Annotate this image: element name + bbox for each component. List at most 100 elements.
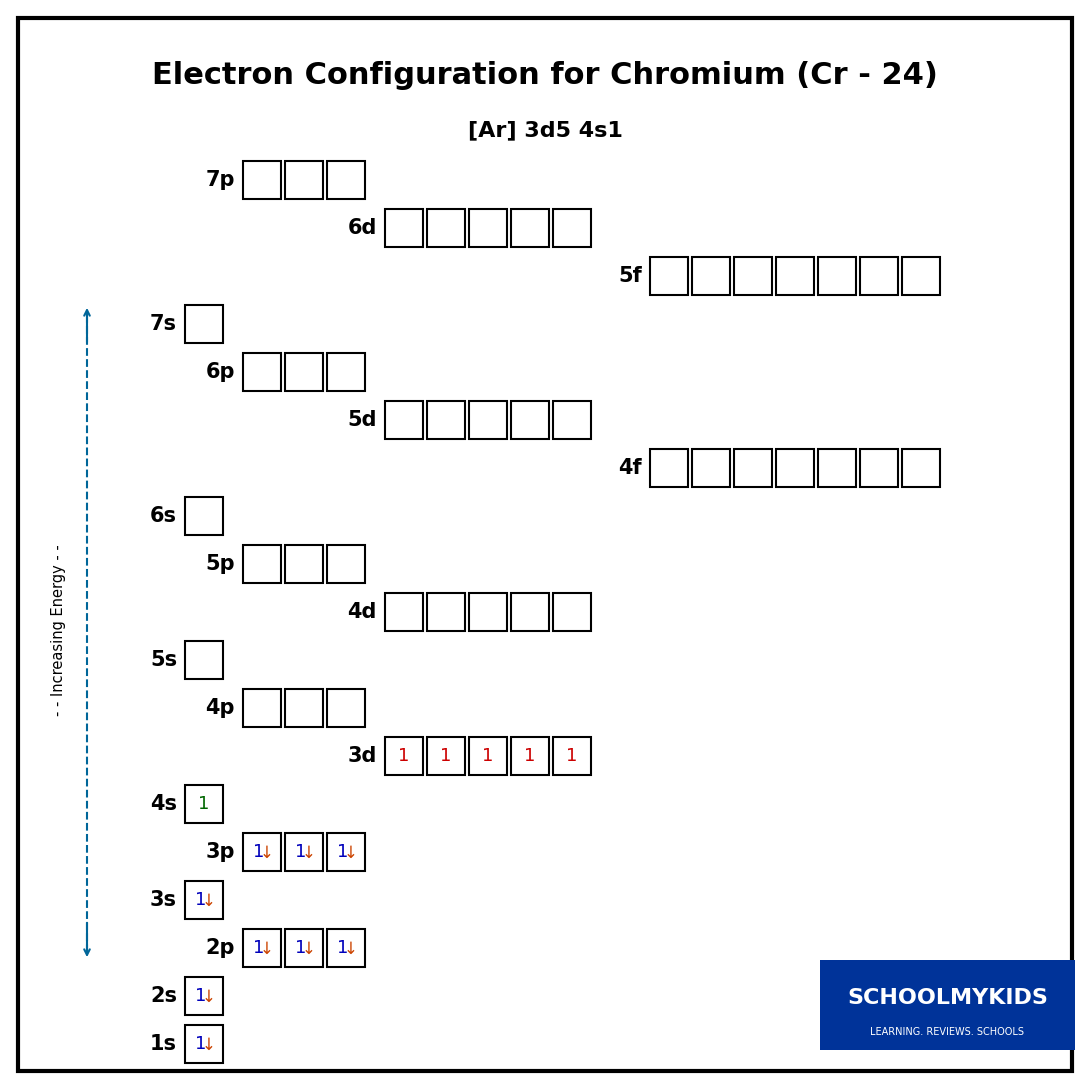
Bar: [734, 257, 772, 295]
Text: [Ar] 3d5 4s1: [Ar] 3d5 4s1: [468, 120, 622, 140]
Text: 4p: 4p: [206, 698, 235, 718]
Text: ↓: ↓: [344, 844, 358, 862]
Bar: [818, 449, 856, 487]
Bar: [284, 353, 323, 391]
Text: ↓: ↓: [261, 940, 274, 958]
Bar: [553, 401, 591, 439]
Bar: [327, 544, 365, 583]
Text: 3s: 3s: [150, 890, 177, 910]
Text: 3p: 3p: [206, 842, 235, 862]
Text: 4d: 4d: [348, 602, 377, 622]
Text: ↓: ↓: [302, 844, 316, 862]
Text: ↓: ↓: [202, 892, 216, 910]
Text: ↓: ↓: [202, 988, 216, 1006]
Bar: [469, 209, 507, 247]
Bar: [385, 209, 423, 247]
Text: 1: 1: [195, 1035, 207, 1053]
Bar: [284, 833, 323, 871]
Bar: [327, 929, 365, 967]
Bar: [427, 737, 465, 775]
Bar: [734, 449, 772, 487]
Bar: [692, 257, 730, 295]
Bar: [185, 881, 223, 919]
Bar: [427, 401, 465, 439]
Bar: [185, 497, 223, 535]
Bar: [511, 209, 549, 247]
Text: 2p: 2p: [206, 938, 235, 958]
Text: 6p: 6p: [206, 362, 235, 382]
Bar: [243, 929, 281, 967]
Text: 1: 1: [198, 795, 209, 813]
Bar: [776, 449, 814, 487]
Text: 1: 1: [295, 939, 306, 957]
Text: Electron Configuration for Chromium (Cr - 24): Electron Configuration for Chromium (Cr …: [153, 61, 937, 89]
Text: 5d: 5d: [348, 409, 377, 430]
Text: 1: 1: [195, 891, 207, 909]
Bar: [284, 689, 323, 727]
Text: - - Increasing Energy - -: - - Increasing Energy - -: [50, 544, 65, 715]
Bar: [469, 594, 507, 631]
Bar: [860, 257, 898, 295]
Bar: [385, 737, 423, 775]
Bar: [427, 594, 465, 631]
Text: 7s: 7s: [150, 314, 177, 334]
Text: 5f: 5f: [618, 266, 642, 286]
Bar: [650, 257, 688, 295]
Text: 1: 1: [253, 843, 265, 861]
Text: 4s: 4s: [150, 794, 177, 813]
Text: 6d: 6d: [348, 218, 377, 238]
Bar: [820, 960, 1075, 1050]
Text: 1: 1: [253, 939, 265, 957]
Bar: [553, 737, 591, 775]
Bar: [860, 449, 898, 487]
Bar: [903, 449, 940, 487]
Bar: [185, 641, 223, 680]
Bar: [327, 161, 365, 199]
Bar: [469, 737, 507, 775]
Bar: [243, 689, 281, 727]
Text: ↓: ↓: [261, 844, 274, 862]
Text: 1: 1: [440, 747, 451, 764]
Text: 1: 1: [482, 747, 494, 764]
Text: LEARNING. REVIEWS. SCHOOLS: LEARNING. REVIEWS. SCHOOLS: [871, 1027, 1025, 1037]
Text: ↓: ↓: [302, 940, 316, 958]
Bar: [284, 161, 323, 199]
Bar: [243, 544, 281, 583]
Bar: [427, 209, 465, 247]
Bar: [776, 257, 814, 295]
Bar: [511, 737, 549, 775]
Text: 1: 1: [337, 843, 349, 861]
Text: 4f: 4f: [618, 458, 642, 478]
Bar: [185, 1025, 223, 1063]
Bar: [650, 449, 688, 487]
Bar: [553, 209, 591, 247]
Bar: [185, 785, 223, 823]
Text: 1: 1: [524, 747, 535, 764]
Bar: [243, 353, 281, 391]
Bar: [692, 449, 730, 487]
Text: 1: 1: [398, 747, 410, 764]
Text: ↓: ↓: [202, 1036, 216, 1054]
Text: 1: 1: [337, 939, 349, 957]
Text: 1: 1: [567, 747, 578, 764]
Text: 1: 1: [195, 987, 207, 1005]
Bar: [385, 594, 423, 631]
Bar: [243, 161, 281, 199]
Bar: [243, 833, 281, 871]
Bar: [511, 401, 549, 439]
Text: 1s: 1s: [150, 1033, 177, 1054]
Text: 7p: 7p: [206, 170, 235, 189]
Bar: [185, 305, 223, 343]
Bar: [903, 257, 940, 295]
Bar: [327, 353, 365, 391]
Text: 5p: 5p: [205, 554, 235, 574]
Text: ↓: ↓: [344, 940, 358, 958]
Bar: [327, 833, 365, 871]
Text: 6s: 6s: [150, 506, 177, 526]
Bar: [327, 689, 365, 727]
Bar: [385, 401, 423, 439]
Text: 2s: 2s: [150, 986, 177, 1006]
Text: 5s: 5s: [150, 650, 177, 670]
Bar: [185, 977, 223, 1015]
Bar: [284, 929, 323, 967]
